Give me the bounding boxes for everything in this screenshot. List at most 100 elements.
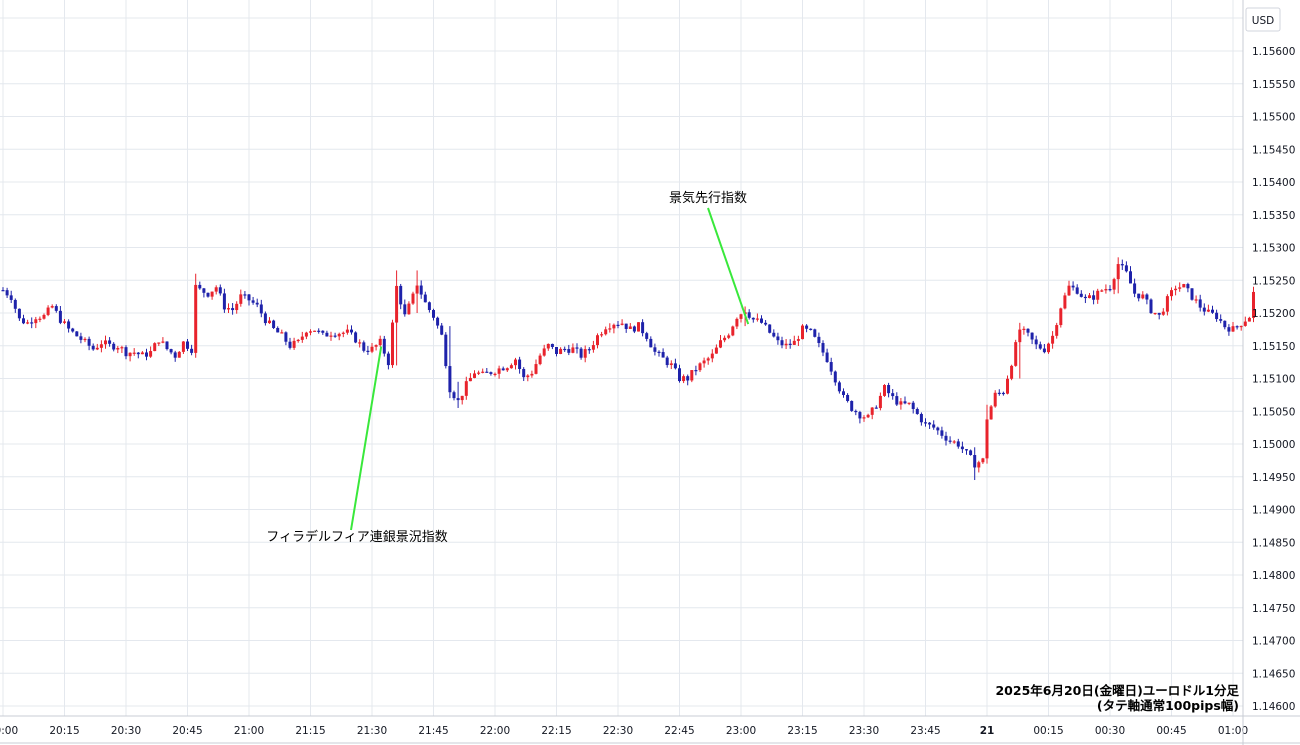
candle-up	[153, 343, 157, 352]
candle-up	[801, 325, 804, 340]
candle-up	[104, 340, 107, 345]
candle-up	[505, 368, 509, 371]
candle-up	[727, 335, 731, 338]
candle-down	[222, 293, 226, 310]
candle-up	[38, 318, 42, 320]
x-tick-label: 00:45	[1156, 725, 1186, 737]
candle-down	[218, 287, 222, 294]
candle-up	[161, 341, 165, 343]
candle-up	[1088, 295, 1091, 299]
candle-up	[493, 373, 497, 375]
candle-down	[760, 318, 763, 323]
candle-up	[415, 285, 419, 294]
candle-up	[395, 285, 399, 323]
candle-down	[1145, 294, 1149, 300]
candle-down	[13, 299, 17, 309]
candle-down	[136, 352, 140, 355]
candle-down	[1092, 295, 1096, 300]
candle-up	[239, 294, 243, 304]
annotation-arrow	[350, 346, 383, 531]
candle-down	[251, 300, 255, 303]
candle-down	[1042, 348, 1046, 353]
candle-down	[1211, 309, 1214, 313]
candle-down	[919, 413, 923, 423]
candle-up	[1055, 325, 1059, 336]
candle-down	[1079, 293, 1083, 297]
candle-down	[5, 290, 9, 296]
candle-down	[247, 294, 251, 301]
candle-down	[842, 391, 845, 395]
candle-up	[309, 331, 312, 333]
candle-down	[1120, 264, 1124, 266]
candle-down	[1202, 307, 1206, 312]
annotation-arrow	[707, 207, 750, 325]
candle-down	[833, 371, 837, 383]
candle-down	[288, 341, 292, 348]
candle-up	[1112, 279, 1116, 290]
candle-down	[1038, 344, 1042, 349]
candle-up	[1170, 290, 1173, 297]
candle-down	[665, 357, 669, 366]
y-tick-label: 1.14600	[1252, 701, 1295, 713]
candle-down	[17, 308, 21, 319]
candle-down	[874, 407, 878, 409]
candle-down	[456, 398, 460, 401]
y-tick-label: 1.14900	[1252, 505, 1295, 517]
candle-down	[895, 396, 899, 405]
candle-up	[690, 370, 694, 381]
candle-up	[735, 318, 739, 327]
candle-down	[587, 349, 591, 351]
candle-up	[702, 360, 706, 364]
candle-down	[58, 310, 62, 323]
candle-down	[550, 343, 554, 348]
x-tick-label: 00:30	[1095, 725, 1125, 737]
candle-up	[194, 284, 198, 353]
candle-down	[501, 368, 505, 371]
candle-down	[747, 312, 751, 318]
candle-down	[186, 341, 189, 349]
candle-up	[1063, 295, 1067, 309]
candle-up	[1018, 329, 1022, 343]
candle-down	[489, 372, 493, 374]
candle-up	[1174, 288, 1178, 291]
candle-down	[1, 290, 5, 292]
candle-down	[354, 332, 358, 343]
candle-down	[850, 400, 854, 411]
candle-up	[132, 352, 136, 354]
candle-up	[669, 363, 673, 366]
candle-down	[821, 343, 825, 353]
candle-down	[1215, 312, 1219, 320]
candle-up	[116, 347, 120, 350]
x-tick-label: 21	[980, 725, 995, 737]
candle-up	[899, 401, 903, 405]
candle-up	[637, 322, 640, 332]
x-tick-label: 22:45	[664, 725, 694, 737]
candle-up	[514, 359, 517, 366]
candle-up	[341, 332, 345, 334]
candle-down	[75, 331, 79, 337]
candle-down	[325, 332, 329, 337]
y-tick-label: 1.14850	[1252, 537, 1295, 549]
candle-down	[632, 326, 636, 332]
candle-down	[243, 294, 247, 296]
candle-down	[522, 368, 526, 378]
y-tick-label: 1.14750	[1252, 603, 1295, 615]
candle-down	[263, 313, 267, 324]
candle-down	[788, 343, 792, 345]
candle-down	[382, 338, 386, 354]
candle-up	[907, 402, 911, 404]
candle-down	[1186, 284, 1190, 289]
candle-down	[563, 348, 567, 351]
annotation-label: 景気先行指数	[669, 190, 747, 206]
candle-down	[555, 347, 558, 354]
candle-up	[1178, 287, 1182, 289]
candle-down	[362, 342, 366, 351]
candle-down	[973, 455, 977, 468]
candle-up	[755, 318, 759, 320]
candle-up	[1100, 290, 1104, 292]
candle-down	[1219, 319, 1223, 321]
candle-up	[706, 358, 710, 361]
x-tick-label: 20:15	[49, 725, 79, 737]
y-tick-label: 1.15600	[1252, 46, 1295, 58]
